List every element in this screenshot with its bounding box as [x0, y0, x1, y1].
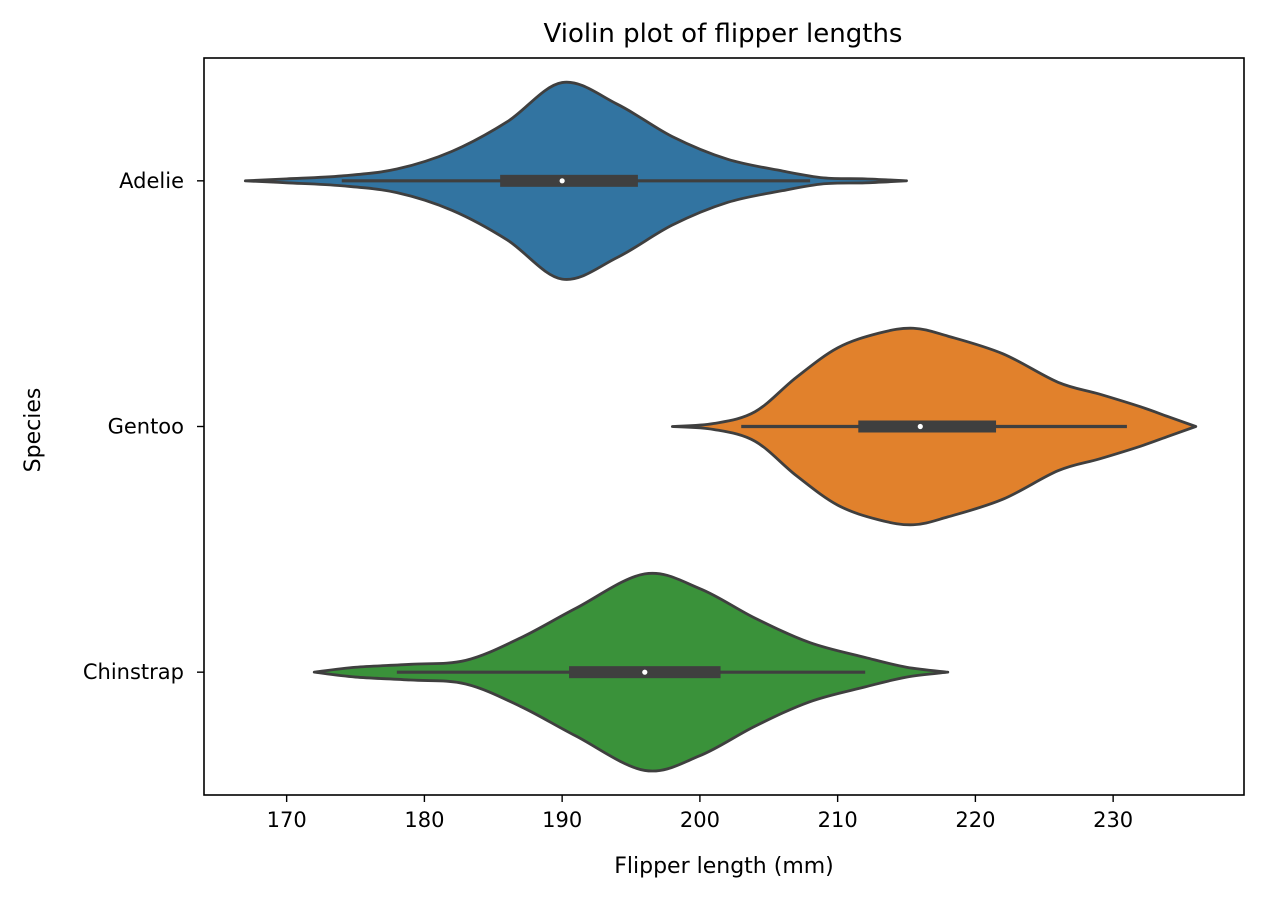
median-marker-adelie — [559, 178, 565, 184]
x-tick-label: 200 — [680, 808, 720, 832]
x-tick-label: 180 — [404, 808, 444, 832]
y-axis-label: Species — [21, 388, 46, 473]
y-tick-label-adelie: Adelie — [119, 169, 184, 193]
x-tick-label: 210 — [818, 808, 858, 832]
median-marker-chinstrap — [642, 669, 648, 675]
iqr-box-adelie — [500, 174, 638, 187]
x-tick-label: 220 — [955, 808, 995, 832]
x-tick-label: 230 — [1093, 808, 1133, 832]
y-tick-label-chinstrap: Chinstrap — [83, 660, 184, 684]
y-axis-ticks: Adelie Gentoo Chinstrap — [83, 169, 204, 684]
iqr-box-gentoo — [858, 420, 997, 433]
y-tick-label-gentoo: Gentoo — [108, 415, 184, 439]
x-axis-ticks: 170 180 190 200 210 220 230 — [267, 795, 1133, 832]
median-marker-gentoo — [917, 423, 923, 430]
x-tick-label: 170 — [267, 808, 307, 832]
x-axis-label: Flipper length (mm) — [614, 854, 834, 879]
x-tick-label: 190 — [542, 808, 582, 832]
plot-area — [243, 80, 1198, 773]
chart-title: Violin plot of flipper lengths — [544, 19, 903, 49]
